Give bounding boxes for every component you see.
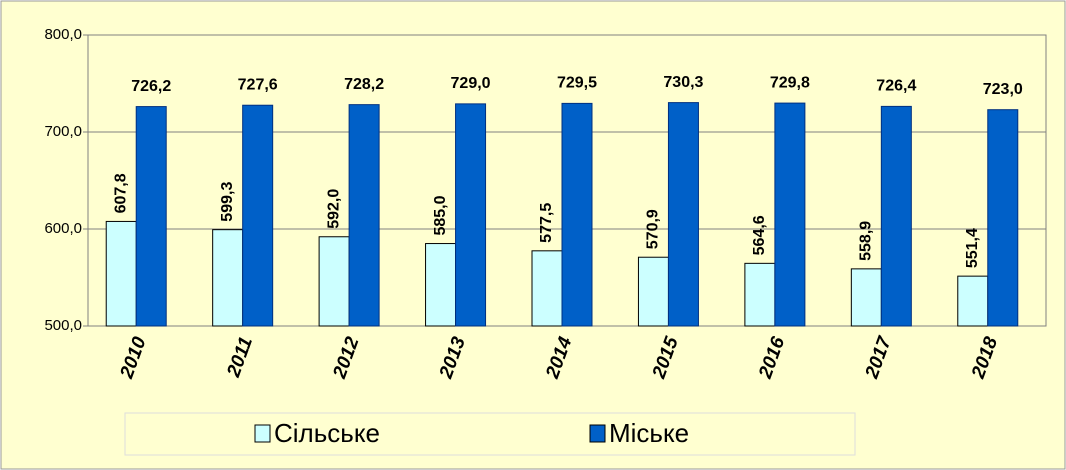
bar bbox=[425, 243, 457, 327]
bar bbox=[348, 104, 380, 327]
value-label: 607,8 bbox=[112, 173, 129, 213]
value-label: 585,0 bbox=[432, 195, 449, 235]
legend-swatch bbox=[589, 424, 606, 443]
value-label: 577,5 bbox=[538, 203, 555, 243]
legend-label: Сільське bbox=[274, 418, 380, 448]
value-label: 727,6 bbox=[238, 76, 278, 93]
bar bbox=[774, 102, 806, 327]
bar bbox=[135, 106, 167, 327]
bar bbox=[242, 104, 274, 327]
value-label: 558,9 bbox=[858, 221, 875, 261]
value-label: 723,0 bbox=[983, 81, 1023, 98]
bar bbox=[105, 220, 137, 327]
legend-swatch bbox=[254, 424, 271, 443]
value-label: 726,2 bbox=[131, 78, 171, 95]
value-label: 564,6 bbox=[751, 215, 768, 255]
bar bbox=[212, 229, 244, 327]
legend-box bbox=[124, 412, 856, 456]
value-label: 592,0 bbox=[325, 189, 342, 229]
value-label: 570,9 bbox=[645, 209, 662, 249]
bar bbox=[850, 268, 882, 327]
bar bbox=[744, 262, 776, 327]
bar bbox=[957, 275, 989, 327]
value-label: 599,3 bbox=[219, 182, 236, 222]
value-label: 729,0 bbox=[451, 75, 491, 92]
value-label: 729,5 bbox=[557, 75, 597, 92]
y-tick-label: 600,0 bbox=[44, 220, 82, 237]
value-label: 551,4 bbox=[964, 228, 981, 268]
bar bbox=[880, 105, 912, 327]
legend-label: Міське bbox=[609, 418, 689, 448]
bar bbox=[455, 103, 487, 327]
bar bbox=[637, 256, 669, 327]
value-label: 729,8 bbox=[770, 74, 810, 91]
bar bbox=[561, 102, 593, 327]
y-tick-label: 700,0 bbox=[44, 123, 82, 140]
value-label: 728,2 bbox=[344, 76, 384, 93]
value-label: 726,4 bbox=[876, 78, 916, 95]
bar bbox=[987, 109, 1019, 327]
bar bbox=[318, 236, 350, 327]
bar bbox=[531, 250, 563, 327]
value-label: 730,3 bbox=[663, 74, 703, 91]
y-tick-label: 800,0 bbox=[44, 26, 82, 43]
y-tick-label: 500,0 bbox=[44, 317, 82, 334]
bar bbox=[667, 102, 699, 327]
